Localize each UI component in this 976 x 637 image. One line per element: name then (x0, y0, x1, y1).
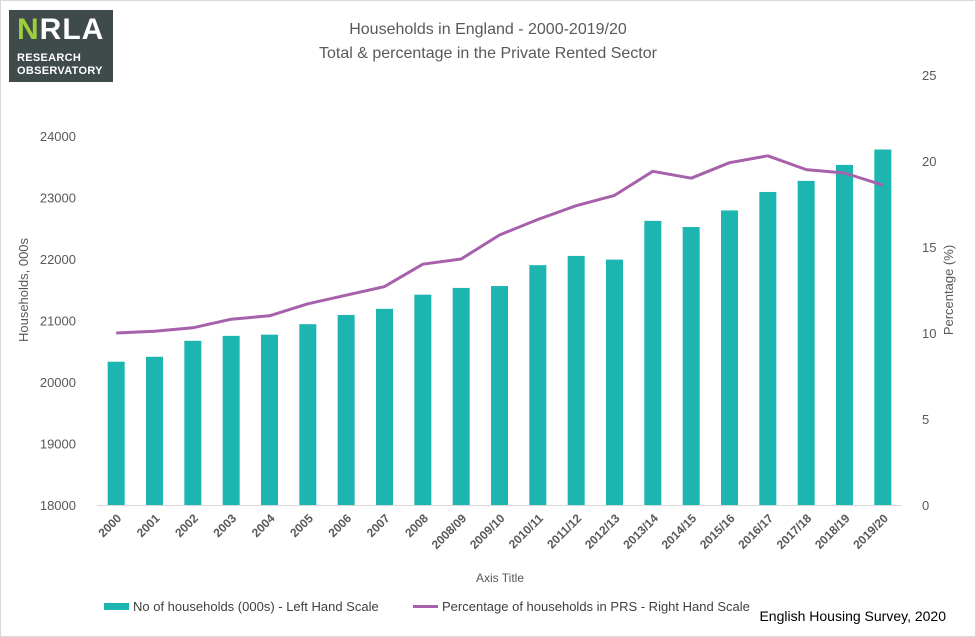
bar-2006 (337, 314, 355, 505)
logo-text-observatory: OBSERVATORY (17, 65, 103, 77)
x-tick-label: 2006 (326, 511, 355, 540)
x-tick-label: 2013/14 (620, 511, 661, 552)
x-tick-label: 2007 (364, 511, 393, 540)
bar-2002 (184, 340, 202, 505)
x-tick-label: 2000 (96, 511, 125, 540)
legend-swatch-line (413, 605, 438, 608)
bar-2000 (107, 361, 125, 505)
legend-swatch-bars (104, 603, 129, 610)
y-tick-label: 22000 (40, 252, 76, 267)
x-tick-label: 2004 (249, 511, 278, 540)
x-tick-label: 2008 (402, 511, 431, 540)
bar-2008-09 (452, 287, 470, 505)
y2-axis-title: Percentage (%) (941, 245, 956, 335)
bar-2009-10 (491, 286, 508, 505)
bar-2001 (146, 356, 163, 505)
bar-2011-12 (567, 255, 585, 505)
y-tick-label: 24000 (40, 129, 76, 144)
x-tick-label: 2012/13 (582, 511, 623, 552)
bar-2014-15 (682, 227, 700, 505)
y-tick-label: 18000 (40, 498, 76, 513)
x-tick-label: 2015/16 (697, 511, 738, 552)
bar-2012-13 (606, 259, 623, 505)
y-tick-label: 21000 (40, 314, 76, 329)
nrla-logo: NRLA RESEARCH OBSERVATORY (9, 10, 113, 82)
x-tick-label: 2005 (287, 511, 316, 540)
x-tick-label: 2014/15 (659, 511, 700, 552)
logo-mark: NRLA (17, 13, 105, 46)
x-axis-title: Axis Title (476, 571, 524, 585)
y2-tick-label: 15 (922, 240, 936, 255)
bar-2017-18 (797, 180, 815, 505)
y2-tick-label: 25 (922, 68, 936, 83)
legend-item-bars: No of households (000s) - Left Hand Scal… (104, 599, 379, 614)
bar-2010-11 (529, 265, 547, 505)
y2-tick-label: 10 (922, 326, 936, 341)
y-axis-title: Households, 000s (16, 237, 31, 342)
x-tick-label: 2019/20 (850, 511, 891, 552)
x-tick-label: 2008/09 (429, 511, 470, 552)
x-tick-label: 2001 (134, 511, 163, 540)
legend-item-line: Percentage of households in PRS - Right … (413, 599, 750, 614)
bar-2015-16 (721, 210, 738, 506)
y-tick-label: 19000 (40, 437, 76, 452)
y2-tick-label: 0 (922, 498, 929, 513)
x-tick-label: 2017/18 (774, 511, 815, 552)
y2-tick-label: 5 (922, 412, 929, 427)
chart-subtitle: Total & percentage in the Private Rented… (319, 45, 657, 62)
logo-text-research: RESEARCH (17, 52, 82, 64)
legend-label-bars: No of households (000s) - Left Hand Scal… (133, 599, 379, 614)
line-series-percentage (116, 154, 884, 335)
source-note: English Housing Survey, 2020 (759, 608, 946, 624)
bar-2004 (261, 334, 278, 505)
x-tick-label: 2002 (172, 511, 201, 540)
bar-2019-20 (874, 149, 892, 505)
y-tick-label: 20000 (40, 375, 76, 390)
x-tick-label: 2009/10 (467, 511, 508, 552)
bar-2003 (222, 335, 240, 505)
legend-label-line: Percentage of households in PRS - Right … (442, 599, 750, 614)
x-tick-label: 2016/17 (735, 511, 776, 552)
bar-2018-19 (836, 164, 853, 505)
bar-2016-17 (759, 191, 777, 505)
x-tick-label: 2018/19 (812, 511, 853, 552)
x-tick-label: 2003 (211, 511, 240, 540)
x-tick-label: 2010/11 (506, 511, 546, 551)
bar-2005 (299, 324, 317, 505)
y2-tick-label: 20 (922, 154, 936, 169)
bar-2008 (414, 294, 432, 505)
y-tick-label: 23000 (40, 191, 76, 206)
bar-2013-14 (644, 220, 662, 505)
chart-title: Households in England - 2000-2019/20 (349, 21, 627, 38)
bar-2007 (376, 308, 393, 505)
x-tick-label: 2011/12 (544, 511, 584, 551)
